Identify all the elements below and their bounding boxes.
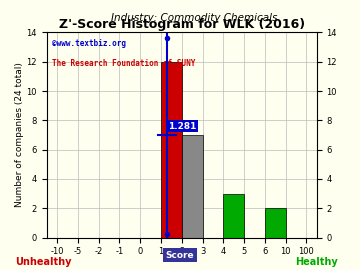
Text: Healthy: Healthy bbox=[296, 257, 338, 267]
Text: The Research Foundation of SUNY: The Research Foundation of SUNY bbox=[52, 59, 195, 68]
Text: 1.281: 1.281 bbox=[168, 122, 196, 131]
Bar bbox=[265, 208, 285, 238]
Bar bbox=[223, 194, 244, 238]
Text: Unhealthy: Unhealthy bbox=[15, 257, 71, 267]
Text: Score: Score bbox=[166, 251, 194, 260]
Title: Z'-Score Histogram for WLK (2016): Z'-Score Histogram for WLK (2016) bbox=[59, 18, 305, 31]
Bar bbox=[161, 62, 182, 238]
Y-axis label: Number of companies (24 total): Number of companies (24 total) bbox=[15, 63, 24, 207]
Bar bbox=[182, 135, 203, 238]
Text: Industry: Commodity Chemicals: Industry: Commodity Chemicals bbox=[111, 13, 278, 23]
Text: ©www.textbiz.org: ©www.textbiz.org bbox=[52, 39, 126, 48]
